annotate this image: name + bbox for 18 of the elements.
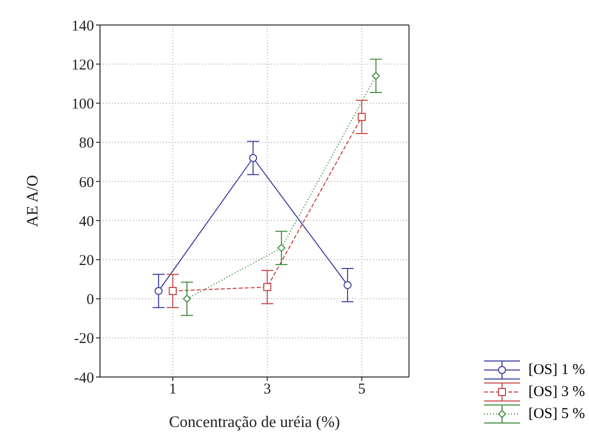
- y-tick-label: -20: [74, 331, 94, 348]
- legend-label: [OS] 5 %: [528, 406, 585, 422]
- y-tick-label: -40: [74, 370, 94, 386]
- x-tick-label: 1: [169, 382, 177, 398]
- y-tick-label: 60: [79, 174, 94, 191]
- y-tick-label: 120: [72, 57, 94, 74]
- x-tick-label: 5: [358, 382, 366, 398]
- y-tick-label: 140: [72, 18, 94, 34]
- y-tick-label: 40: [79, 214, 94, 230]
- x-tick-label: 3: [264, 382, 272, 398]
- y-axis-title: AE A/O: [24, 175, 42, 227]
- y-tick-label: 0: [86, 292, 94, 308]
- y-tick-label: 100: [72, 96, 94, 113]
- x-axis-title: Concentração de uréia (%): [168, 414, 340, 431]
- legend-label: [OS] 1 %: [528, 362, 585, 378]
- y-tick-label: 20: [79, 252, 94, 269]
- legend-label: [OS] 3 %: [528, 384, 585, 400]
- y-tick-label: 80: [79, 136, 94, 152]
